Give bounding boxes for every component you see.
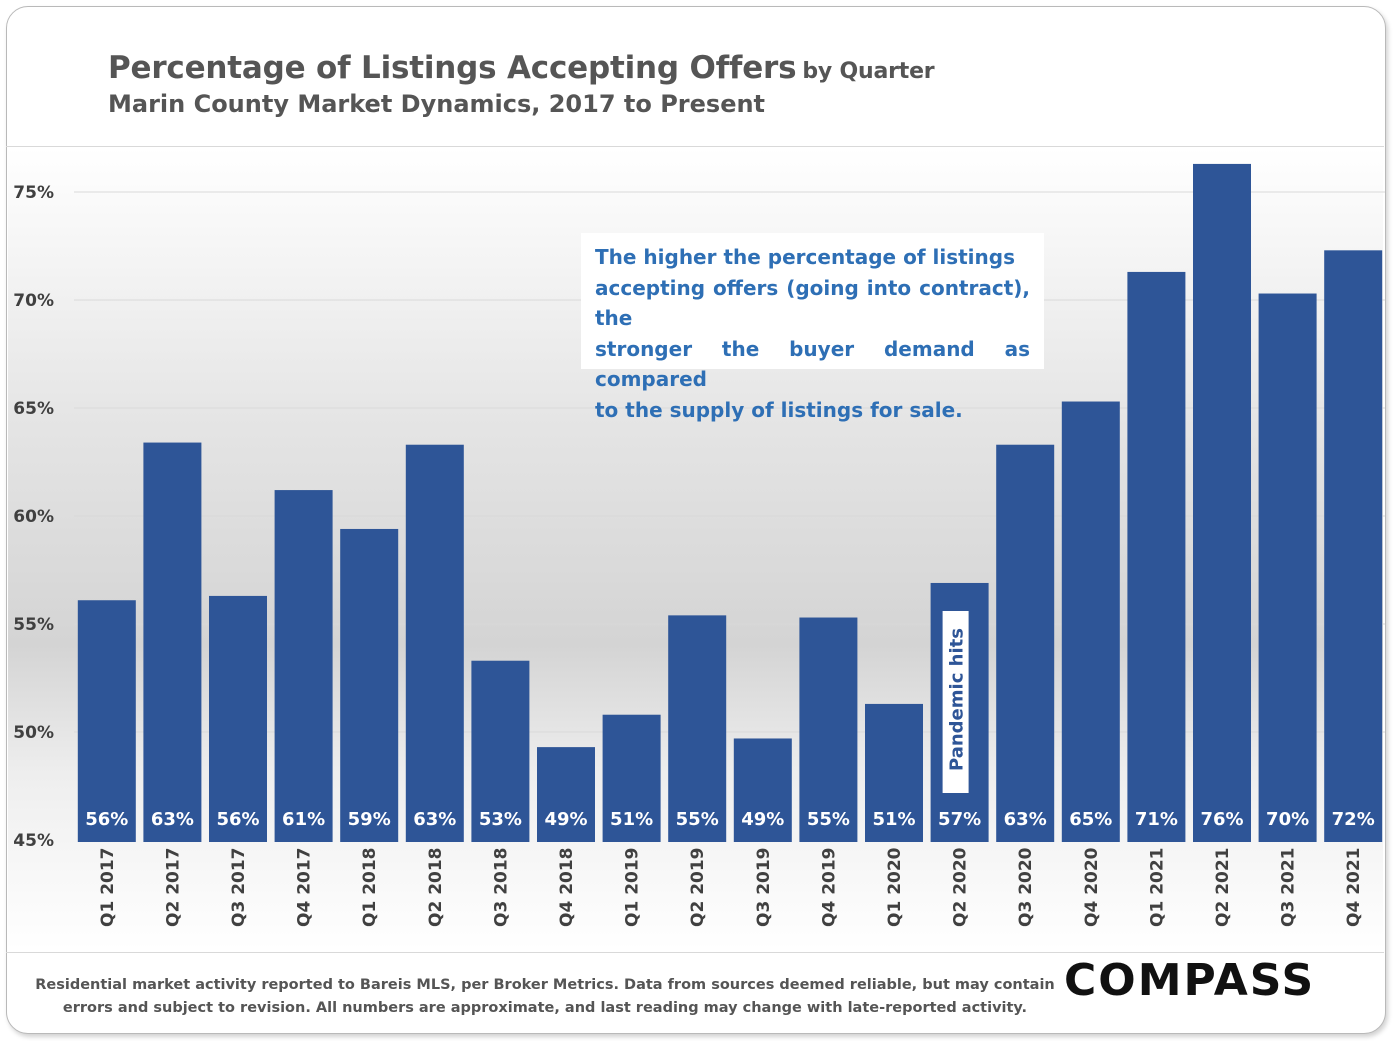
bar-value-label: 71% bbox=[1135, 809, 1178, 830]
bar-value-label: 51% bbox=[872, 809, 915, 830]
bars: 56% 63% 56% 61% 59% 63% 53% 49% 51% 55% 49% 55% 51% 5… bbox=[77, 163, 1383, 843]
x-tick-label: Q2 2021 bbox=[1213, 847, 1233, 927]
y-tick-label: 50% bbox=[13, 723, 54, 743]
bar bbox=[1324, 250, 1383, 842]
y-tick-label: 55% bbox=[13, 615, 54, 635]
bar-value-label: 57% bbox=[938, 809, 981, 830]
bar bbox=[209, 595, 267, 842]
x-tick-label: Q1 2021 bbox=[1147, 847, 1167, 927]
bar-value-label: 49% bbox=[741, 809, 784, 830]
bar-value-label: 61% bbox=[282, 809, 325, 830]
x-axis: Q1 2017 Q2 2017 Q3 2017 Q4 2017 Q1 2018 Q2 20… bbox=[98, 847, 1364, 927]
footnote-line: Residential market activity reported to … bbox=[35, 977, 1055, 993]
callout-line: accepting offers (going into contract), … bbox=[595, 275, 1030, 331]
x-tick-label: Q4 2018 bbox=[557, 847, 577, 927]
callout-line: The higher the percentage of listings bbox=[595, 245, 1015, 269]
bar-value-label: 63% bbox=[413, 809, 456, 830]
x-tick-label: Q3 2021 bbox=[1279, 847, 1299, 927]
bar bbox=[1258, 293, 1317, 842]
bar-value-label: 65% bbox=[1069, 809, 1112, 830]
title-main: Percentage of Listings Accepting Offers bbox=[108, 50, 797, 86]
bar bbox=[668, 615, 727, 842]
bar-value-label: 70% bbox=[1266, 809, 1309, 830]
x-tick-label: Q4 2019 bbox=[819, 847, 839, 927]
bar bbox=[1061, 401, 1120, 842]
bar-value-label: 53% bbox=[479, 809, 522, 830]
bar bbox=[996, 444, 1055, 842]
x-tick-label: Q2 2020 bbox=[951, 847, 971, 927]
bar bbox=[274, 490, 333, 842]
bar-value-label: 72% bbox=[1332, 809, 1375, 830]
bar-value-label: 51% bbox=[610, 809, 653, 830]
bar bbox=[537, 747, 595, 842]
bar-value-label: 49% bbox=[544, 809, 587, 830]
title-suffix: by Quarter bbox=[802, 59, 935, 84]
bar bbox=[1193, 163, 1251, 843]
x-tick-label: Q3 2019 bbox=[754, 847, 774, 927]
x-tick-label: Q2 2019 bbox=[688, 847, 708, 927]
x-tick-label: Q1 2020 bbox=[885, 847, 905, 927]
source-footnote: Residential market activity reported to … bbox=[30, 974, 1060, 1020]
bar bbox=[143, 442, 202, 842]
annotation-text: Pandemic hits bbox=[947, 628, 968, 771]
chart-subtitle: Marin County Market Dynamics, 2017 to Pr… bbox=[108, 90, 766, 118]
bar bbox=[865, 703, 923, 842]
bar-value-label: 55% bbox=[676, 809, 719, 830]
footnote-line: errors and subject to revision. All numb… bbox=[62, 1000, 1028, 1016]
x-tick-label: Q1 2017 bbox=[98, 847, 118, 927]
bar bbox=[602, 714, 661, 842]
y-tick-label: 45% bbox=[13, 831, 54, 851]
x-tick-label: Q3 2018 bbox=[491, 847, 511, 927]
bar bbox=[1127, 271, 1186, 842]
annotation-group: Pandemic hits bbox=[942, 611, 969, 793]
x-tick-label: Q4 2021 bbox=[1344, 847, 1364, 927]
annotation-background bbox=[942, 611, 969, 793]
x-tick-label: Q3 2017 bbox=[229, 847, 249, 927]
plot-background bbox=[6, 146, 1384, 953]
x-tick-label: Q4 2020 bbox=[1082, 847, 1102, 927]
y-tick-label: 65% bbox=[13, 399, 54, 419]
bar-value-label: 56% bbox=[85, 809, 128, 830]
y-tick-label: 75% bbox=[13, 183, 54, 203]
bar bbox=[340, 528, 399, 842]
bar-value-label: 59% bbox=[348, 809, 391, 830]
bar-value-label: 76% bbox=[1200, 809, 1243, 830]
bar bbox=[77, 600, 136, 842]
bar bbox=[405, 444, 464, 842]
y-tick-label: 60% bbox=[13, 507, 54, 527]
callout-line: stronger the buyer demand as compared bbox=[595, 336, 1030, 392]
x-tick-label: Q2 2018 bbox=[426, 847, 446, 927]
bar-value-label: 63% bbox=[151, 809, 194, 830]
chart-title: Percentage of Listings Accepting Offers b… bbox=[108, 50, 935, 86]
bar bbox=[471, 660, 530, 842]
callout-box: The higher the percentage of listings ac… bbox=[581, 233, 1044, 422]
x-tick-label: Q1 2018 bbox=[360, 847, 380, 927]
x-tick-label: Q2 2017 bbox=[163, 847, 183, 927]
x-tick-label: Q1 2019 bbox=[623, 847, 643, 927]
x-tick-label: Q3 2020 bbox=[1016, 847, 1036, 927]
callout-line: to the supply of listings for sale. bbox=[595, 397, 963, 422]
bar bbox=[733, 738, 792, 842]
bar-value-label: 56% bbox=[216, 809, 259, 830]
compass-logo: COMPASS bbox=[1064, 955, 1316, 1006]
y-axis: 45% 50% 55% 60% 65% 70% 75% bbox=[13, 183, 54, 851]
bar bbox=[799, 617, 858, 842]
bar-value-label: 63% bbox=[1004, 809, 1047, 830]
y-tick-label: 70% bbox=[13, 291, 54, 311]
x-tick-label: Q4 2017 bbox=[295, 847, 315, 927]
bar-value-label: 55% bbox=[807, 809, 850, 830]
